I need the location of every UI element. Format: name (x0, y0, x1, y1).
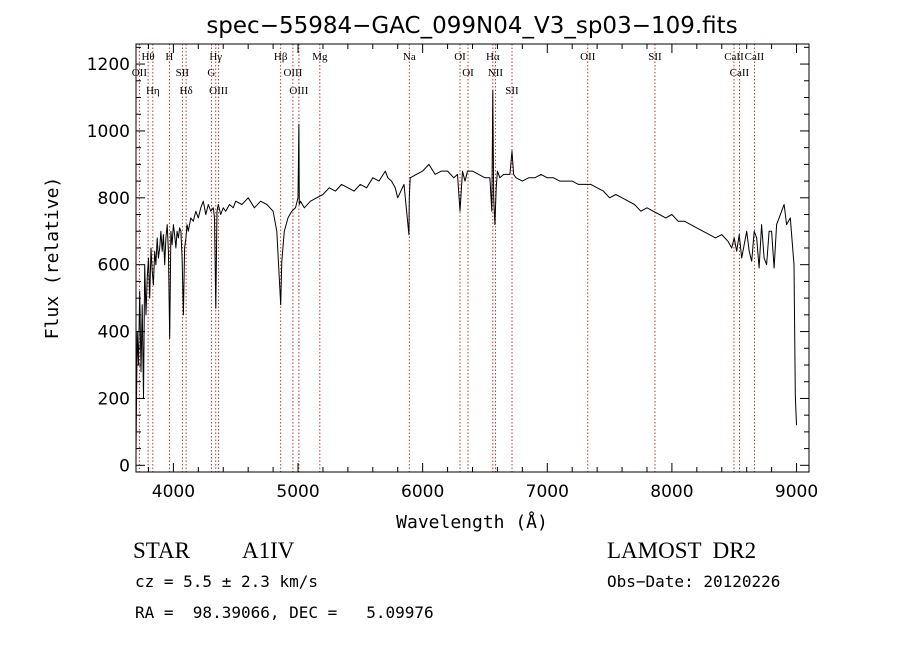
line-marker-label: CaII (745, 51, 765, 63)
redshift-value: cz = 5.5 ± 2.3 km/s (135, 572, 319, 591)
line-marker-label: OI (462, 67, 474, 79)
object-subclass: A1IV (242, 538, 295, 563)
plot-frame (135, 43, 810, 473)
line-marker-label: SII (648, 51, 662, 63)
y-axis-label: Flux (relative) (42, 177, 63, 340)
line-marker-label: Hβ (274, 51, 288, 63)
spectrum-line (135, 90, 797, 456)
observation-date: Obs−Date: 20120226 (607, 572, 781, 591)
line-marker-label: H (165, 51, 173, 63)
line-marker-label: Hη (146, 85, 160, 97)
line-marker-label: OIII (289, 85, 308, 97)
spectrum-series (135, 90, 797, 456)
y-tick-label: 0 (119, 456, 130, 476)
object-class: STAR (133, 538, 190, 563)
x-tick-label: 4000 (152, 482, 195, 502)
survey-name: LAMOST DR2 (607, 538, 757, 563)
y-axis: 0 200 400 600 800 1000 1200 (87, 46, 809, 476)
x-tick-label: 5000 (276, 482, 319, 502)
line-marker-label: CaII (724, 51, 744, 63)
x-axis: 4000 5000 6000 7000 8000 9000 (147, 44, 818, 502)
line-marker-label: OIII (283, 67, 302, 79)
line-marker-label: CaII (730, 67, 750, 79)
line-marker-label: SII (176, 67, 190, 79)
line-marker-label: OII (132, 67, 148, 79)
line-marker-label: Hθ (141, 51, 154, 63)
chart-title: spec−55984−GAC_099N04_V3_sp03−109.fits (206, 13, 737, 39)
line-marker-label: SII (505, 85, 519, 97)
y-tick-label: 200 (98, 389, 130, 409)
line-marker-label: OI (454, 51, 466, 63)
line-marker-label: Mg (312, 51, 328, 63)
x-tick-label: 6000 (401, 482, 444, 502)
x-tick-label: 9000 (775, 482, 818, 502)
x-axis-label: Wavelength (Å) (396, 511, 548, 533)
line-marker-label: NII (488, 67, 504, 79)
line-marker-label: Hδ (180, 85, 193, 97)
line-marker-label: Hα (486, 51, 500, 63)
y-tick-label: 1200 (87, 55, 130, 75)
y-tick-label: 800 (98, 189, 130, 209)
line-marker-label: OII (580, 51, 596, 63)
line-marker-label: G (207, 67, 215, 79)
line-marker-label: Na (403, 51, 416, 63)
coordinates: RA = 98.39066, DEC = 5.09976 (135, 603, 434, 622)
y-tick-label: 600 (98, 256, 130, 276)
line-marker-label: Hγ (209, 51, 222, 63)
line-marker-label: OIII (209, 85, 228, 97)
y-tick-label: 400 (98, 323, 130, 343)
y-tick-label: 1000 (87, 122, 130, 142)
x-tick-label: 8000 (650, 482, 693, 502)
x-tick-label: 7000 (526, 482, 569, 502)
